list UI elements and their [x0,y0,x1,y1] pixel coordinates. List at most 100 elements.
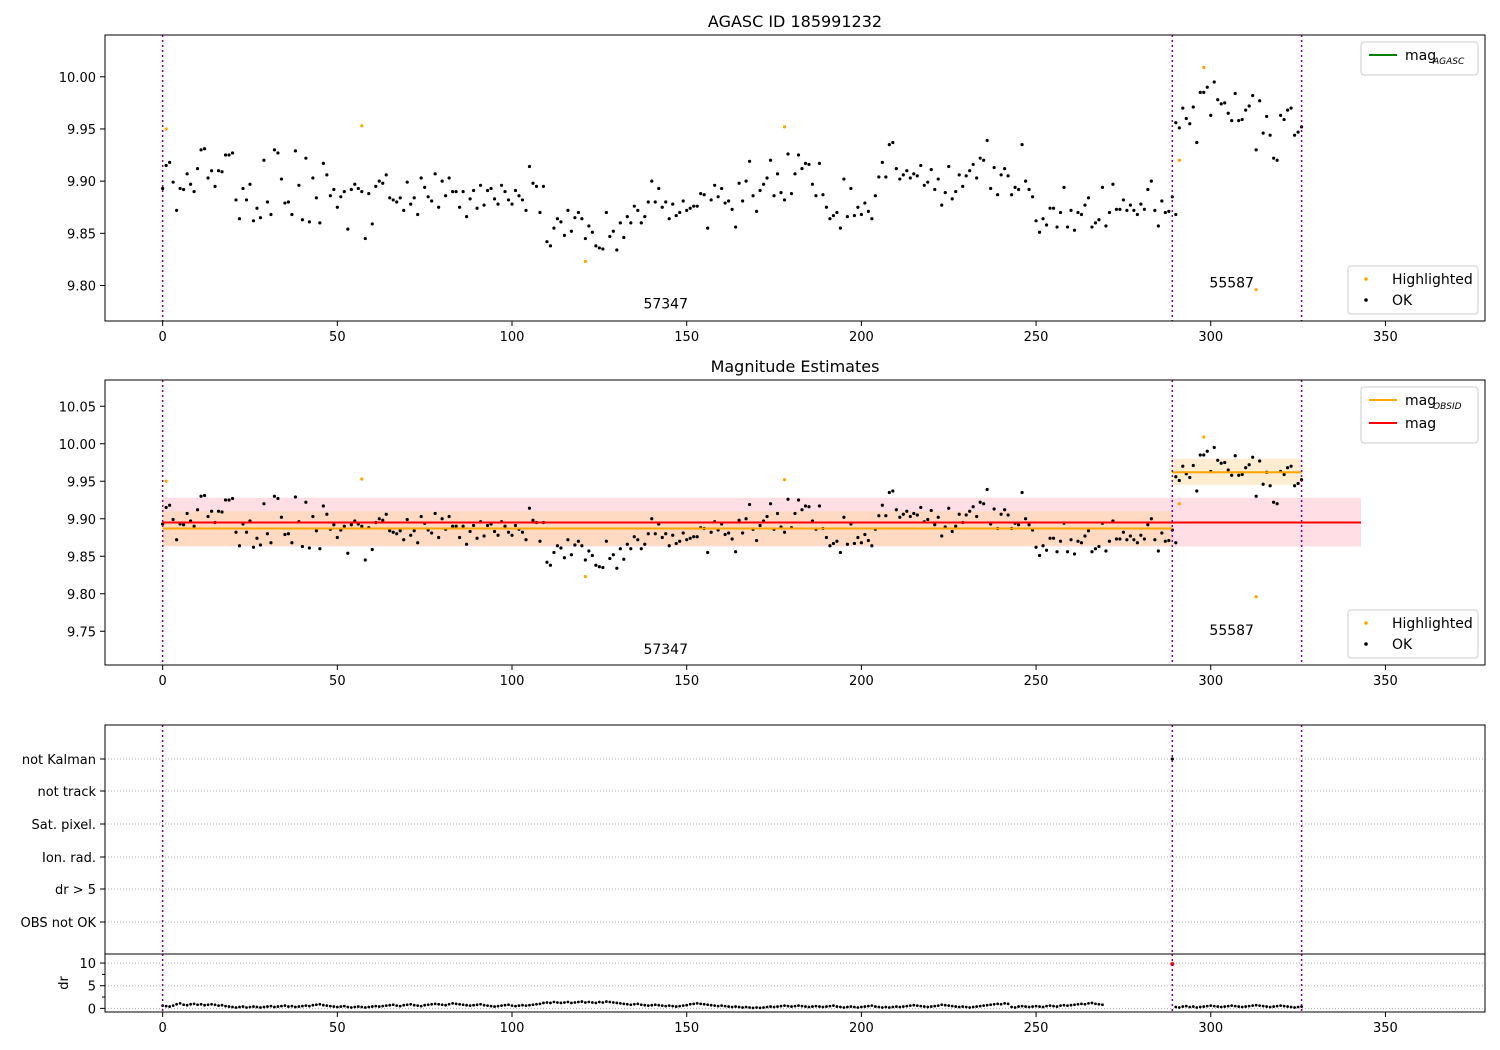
ok-point [349,187,353,192]
dr-point [996,1002,1000,1006]
ok-point [933,523,937,527]
ok-point [555,544,560,548]
ok-point [175,538,179,542]
ok-point [1174,212,1178,217]
ok-point [199,148,203,152]
ok-point [709,530,713,534]
dr-point [922,1005,926,1008]
ok-point [1181,464,1185,468]
ok-point [674,213,678,218]
ok-point [915,513,919,517]
ok-point [709,198,713,202]
ok-point [1156,224,1160,228]
ok-point [492,197,497,201]
ok-point [1016,187,1021,192]
ok-point [870,217,874,221]
ok-point [388,196,392,200]
dr-point [1038,1005,1041,1008]
dr-highlight-point [1170,961,1175,966]
ok-point [667,217,671,221]
ok-point [734,225,738,229]
ok-point [898,177,902,181]
ok-point [957,173,961,177]
dr-point [280,1004,283,1008]
dr-point [552,1000,556,1004]
ok-point [1153,208,1157,212]
ok-point [374,184,378,188]
ok-point [859,541,863,545]
ok-point [1219,102,1223,106]
ok-point [1237,118,1241,123]
ok-point [513,188,518,193]
ok-point [737,518,741,522]
dr-point [814,1004,818,1008]
ok-point [1296,481,1300,486]
ok-point [842,515,846,519]
dr-point [926,1005,930,1009]
ok-point [496,202,500,206]
ok-point [636,208,640,212]
dr-point [950,1004,954,1008]
ok-point [622,235,626,240]
ok-point [873,194,877,198]
ok-point [793,172,797,176]
ok-point [1013,185,1017,189]
dr-point [1233,1004,1237,1008]
dr-point [1090,1001,1094,1005]
flags-panel: not Kalman not track Sat. pixel. Ion. rad. d… [21,724,1486,955]
ok-point [384,512,388,516]
dr-point [458,1002,462,1006]
dr-point [479,1002,482,1006]
ok-point [440,179,444,183]
ok-point [782,198,787,202]
ok-point [852,213,856,218]
dr-point [363,1006,367,1009]
ok-point [164,163,168,168]
ok-point [534,184,539,188]
ok-point [999,512,1003,516]
dr-point [259,1006,262,1009]
dr-point [290,1004,294,1008]
flagged-point [1170,757,1174,761]
ok-point [1167,209,1171,214]
ok-point [286,532,291,536]
ok-point [1114,537,1119,541]
ok-point [646,200,650,204]
dr-point [825,1005,828,1008]
dr-point [884,1005,888,1009]
ok-point [740,531,745,535]
ok-point [706,226,710,230]
dr-point [730,1005,734,1009]
ok-point [685,208,689,212]
ok-point [685,538,689,542]
dr-point [877,1005,881,1009]
dr-point [356,1005,360,1008]
dr-point [713,1004,717,1008]
ok-point [381,181,385,185]
x-tick-label: 350 [1373,674,1398,689]
dr-point [852,1005,856,1009]
dr-point [1076,1002,1080,1006]
dr-point [210,1002,213,1006]
dr-point [1069,1003,1073,1007]
y-tick-label: 9.90 [67,175,96,190]
ok-point [1191,463,1195,468]
ok-point [754,538,759,543]
ok-point [1055,550,1059,554]
ok-point [1058,539,1063,543]
dr-point [657,1003,661,1007]
ok-point [464,542,469,546]
ok-point [643,215,647,219]
ok-point [1069,208,1073,212]
ok-point [1177,478,1181,483]
flag-category-label: not track [37,785,96,800]
dr-point [580,1000,584,1003]
dr-point [751,1006,755,1010]
ok-point [342,189,346,194]
dr-point [1003,1001,1007,1005]
dr-point [702,1002,706,1006]
dr-point [583,1001,587,1004]
ok-point [947,506,951,510]
ok-point [716,195,720,199]
x-tick-label: 200 [849,1021,874,1036]
